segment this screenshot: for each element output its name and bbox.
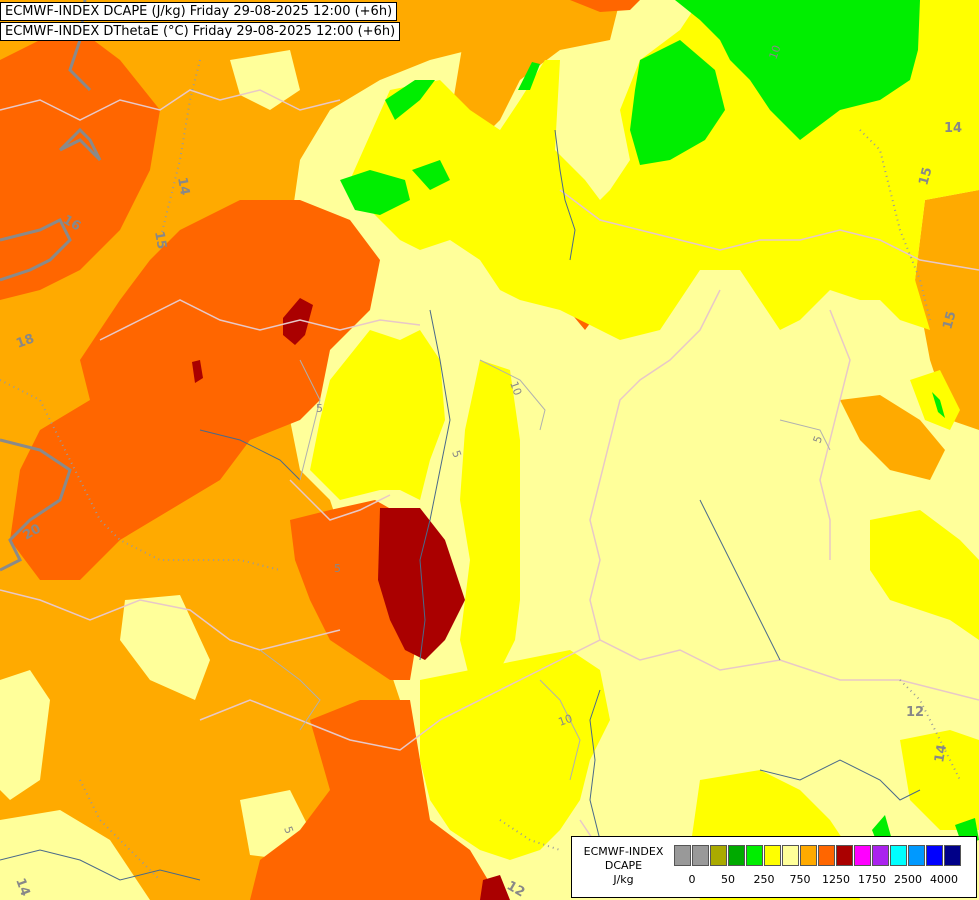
legend-swatch [800,845,817,866]
legend-tick-label: 250 [753,873,775,886]
field-green-ne [675,0,920,140]
field-darkred-3 [192,360,203,383]
field-green-w3 [385,80,435,120]
legend-swatch [710,845,727,866]
legend-title: ECMWF-INDEX DCAPE J/kg [576,845,671,887]
contour-label: 5 [334,562,341,575]
field-yellow-south [420,650,610,860]
field-darkred-4 [480,875,510,900]
legend-tick-label: 4000 [930,873,958,886]
contour-label: 10 [767,43,784,61]
contour-label: 5 [811,434,826,445]
legend-swatch [692,845,709,866]
field-green-w2 [412,160,450,190]
field-orange-east2 [840,395,945,480]
legend-tick-label: 1750 [858,873,886,886]
field-darkred-2 [283,298,313,345]
contour-label: 5 [449,449,464,460]
contour-label: 12 [504,878,527,900]
legend-tick-label: 2500 [894,873,922,886]
legend-swatch [926,845,943,866]
field-lightyellow-5 [230,50,300,110]
legend-units: J/kg [613,873,634,886]
legend-swatch [764,845,781,866]
field-green-ne2 [630,40,725,165]
contour-label: 14 [12,876,32,898]
field-red-south [250,700,500,900]
legend-swatch [746,845,763,866]
contour-label: 14 [174,176,192,196]
field-lightyellow-1 [120,595,210,700]
legend-swatch [782,845,799,866]
field-yellow-mid [460,360,520,680]
rivers [0,129,921,881]
field-orange-north [450,0,620,150]
title-dthetae: ECMWF-INDEX DThetaE (°C) Friday 29-08-20… [0,22,401,41]
legend-title-line2: DCAPE [604,859,643,872]
contour-label: 18 [14,331,36,351]
field-green-e [932,392,945,418]
legend-tick-label: 1250 [822,873,850,886]
contour-label: 10 [507,380,524,398]
legend-swatch [818,845,835,866]
contour-label: 14 [932,743,950,763]
legend-swatch [836,845,853,866]
field-red-nw [0,30,160,300]
field-red-center [10,200,380,580]
legend-swatch [944,845,961,866]
field-yellow-east [870,510,979,640]
legend-swatch [872,845,889,866]
field-green-w [340,170,410,215]
field-orange-east [915,190,979,430]
dthetae-thin-contours [259,359,831,781]
legend-tick-label: 50 [721,873,735,886]
contour-label: 5 [316,402,323,415]
contour-label: 15 [940,310,959,331]
title-dcape: ECMWF-INDEX DCAPE (J/kg) Friday 29-08-20… [0,2,398,21]
field-lightyellow-2 [0,670,50,800]
contour-label: 15 [151,230,169,250]
field-yellow-se2 [900,730,979,830]
contour-label: 14 [944,121,962,136]
field-green-w4 [518,62,540,90]
legend-ticks: 0 50 250 750 1250 1750 2500 4000 [674,873,974,889]
legend-tick-label: 750 [789,873,811,886]
field-lightyellow-4 [0,810,150,900]
legend-swatch [728,845,745,866]
color-legend: ECMWF-INDEX DCAPE J/kg 0 50 250 750 1250 1750… [571,836,977,898]
contour-label: 15 [916,166,935,187]
contour-labels: 14 15 16 18 20 5 10 5 5 5 5 12 14 14 15 … [12,43,962,900]
legend-swatches [674,845,962,866]
legend-swatch [890,845,907,866]
field-red-top [570,0,640,12]
legend-swatch [854,845,871,866]
legend-swatch [908,845,925,866]
dthetae-dotted-contours [0,59,961,881]
legend-tick-label: 0 [688,873,696,886]
legend-title-line1: ECMWF-INDEX [583,845,664,858]
legend-swatch [674,845,691,866]
contour-label: 5 [281,825,296,836]
field-yellow-west-band [310,330,445,500]
contour-label: 12 [906,705,924,720]
contour-label: 10 [557,712,575,729]
